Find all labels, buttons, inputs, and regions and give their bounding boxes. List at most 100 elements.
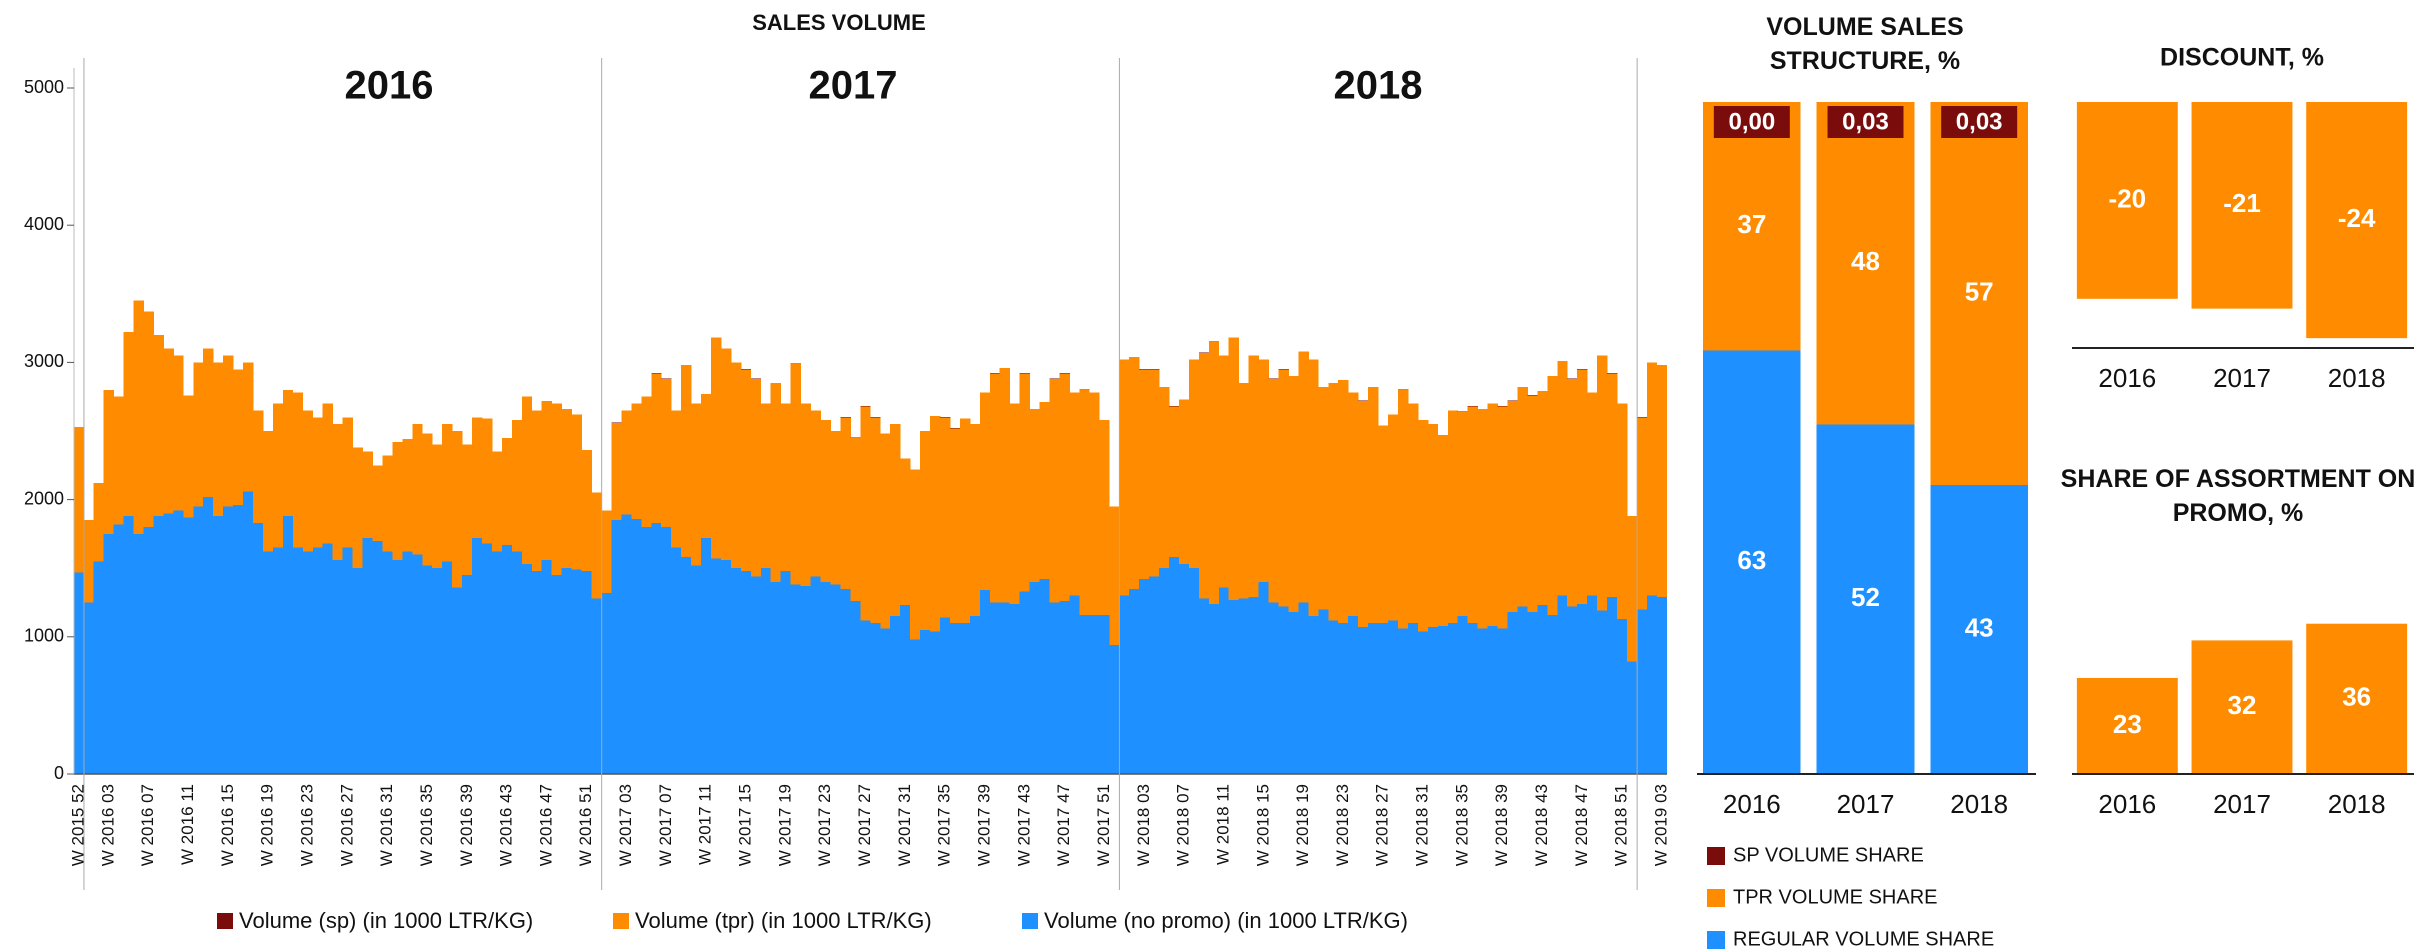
bar-segment	[1636, 417, 1648, 610]
bar-segment	[1159, 568, 1170, 774]
bar-segment	[820, 581, 831, 774]
bar-segment	[1208, 341, 1220, 604]
x-tick-label: W 2018 15	[1253, 784, 1272, 866]
data-label: -21	[2223, 188, 2261, 218]
bar-segment	[1930, 102, 2029, 486]
bar-segment	[1597, 610, 1608, 774]
bar-segment	[949, 623, 961, 774]
bar-segment	[711, 337, 722, 559]
bar-segment	[472, 538, 483, 774]
bar-segment	[501, 437, 513, 545]
bar-segment	[591, 492, 602, 599]
bar-segment	[1437, 435, 1449, 626]
bar-segment	[93, 561, 105, 774]
bar-segment	[153, 334, 164, 517]
x-tick-label: W 2018 39	[1492, 784, 1511, 866]
x-tick-label: W 2018 03	[1134, 784, 1153, 866]
x-tick-label: W 2018 19	[1293, 784, 1312, 866]
bar-segment	[900, 605, 911, 774]
bar-segment	[1049, 378, 1060, 603]
bar-segment	[1702, 350, 1801, 774]
bar-segment	[561, 409, 573, 569]
bar-segment	[989, 602, 1001, 774]
bar-segment	[1268, 602, 1279, 774]
bar-segment	[1656, 597, 1668, 774]
bar-segment	[282, 516, 294, 774]
bar-segment	[1009, 603, 1021, 774]
bar-segment	[352, 568, 363, 774]
bar-segment	[810, 576, 821, 774]
bar-segment	[1039, 402, 1050, 580]
bar-segment	[412, 424, 423, 555]
bar-segment	[1537, 605, 1548, 774]
bar-segment	[153, 516, 164, 774]
bar-segment	[511, 551, 523, 774]
x-tick-label: W 2016 07	[138, 784, 157, 866]
bar-segment	[551, 403, 563, 576]
bar-segment	[1816, 424, 1915, 774]
bar-segment	[551, 575, 563, 774]
bar-segment	[820, 420, 831, 582]
x-tick-label: W 2018 11	[1213, 784, 1232, 865]
x-tick-label: W 2018 27	[1373, 784, 1392, 866]
bar-segment	[979, 392, 991, 591]
bar-segment	[183, 395, 194, 518]
bar	[2306, 102, 2408, 339]
bar-segment	[641, 527, 652, 774]
bar-segment	[1547, 614, 1558, 774]
x-tick-label: W 2016 43	[497, 784, 516, 866]
bar-segment	[442, 424, 453, 562]
bar-segment	[472, 417, 483, 539]
bar-segment	[830, 431, 841, 585]
bar-segment	[482, 543, 493, 774]
bar-segment	[332, 424, 344, 560]
x-tick-label: W 2019 03	[1652, 784, 1671, 866]
bar-segment	[422, 565, 433, 774]
bar-segment	[233, 505, 244, 774]
bar-segment	[1059, 373, 1070, 602]
legend-swatch	[1022, 913, 1038, 929]
bar-segment	[1109, 645, 1120, 774]
data-label: 0,03	[1956, 108, 2003, 135]
bar-segment	[422, 433, 433, 566]
bar-segment	[1577, 369, 1588, 604]
bar-segment	[661, 378, 672, 528]
legend-label: Volume (sp) (in 1000 LTR/KG)	[239, 908, 533, 933]
x-tick-label: W 2016 27	[337, 784, 356, 866]
x-tick-label: W 2017 23	[815, 784, 834, 866]
bar-segment	[969, 616, 981, 774]
bar-segment	[691, 403, 702, 566]
bar-segment	[73, 426, 85, 573]
bar-segment	[1417, 631, 1429, 774]
bar-segment	[1258, 359, 1269, 582]
bar-segment	[312, 417, 324, 548]
bar-segment	[1278, 606, 1289, 774]
bar-segment	[1368, 623, 1379, 774]
x-tick-label: W 2018 47	[1572, 784, 1591, 866]
bar-segment	[392, 441, 403, 560]
bar-segment	[1139, 369, 1150, 580]
chart-title: SALES VOLUME	[752, 10, 926, 35]
bar-segment	[1567, 606, 1578, 774]
bar-segment	[1587, 392, 1598, 596]
bar-segment	[1069, 595, 1080, 774]
bar-segment	[999, 367, 1011, 603]
data-label: 0,00	[1728, 108, 1775, 135]
bar-segment	[631, 403, 642, 519]
bar-segment	[1358, 400, 1369, 628]
bar-segment	[1318, 387, 1329, 610]
bar-segment	[1258, 581, 1269, 774]
bar-segment	[482, 418, 493, 544]
data-label: -20	[2109, 183, 2147, 213]
bar-segment	[113, 396, 124, 525]
bar-segment	[959, 623, 971, 774]
x-tick-label: W 2018 07	[1174, 784, 1193, 866]
x-tick-label: W 2017 39	[974, 784, 993, 866]
bar-segment	[1702, 102, 1801, 351]
bar-segment	[1129, 588, 1140, 774]
bar-segment	[1407, 623, 1419, 774]
bar-segment	[1029, 409, 1040, 582]
data-label: 57	[1965, 276, 1994, 306]
bar-segment	[1188, 568, 1200, 774]
bar-segment	[860, 620, 871, 774]
